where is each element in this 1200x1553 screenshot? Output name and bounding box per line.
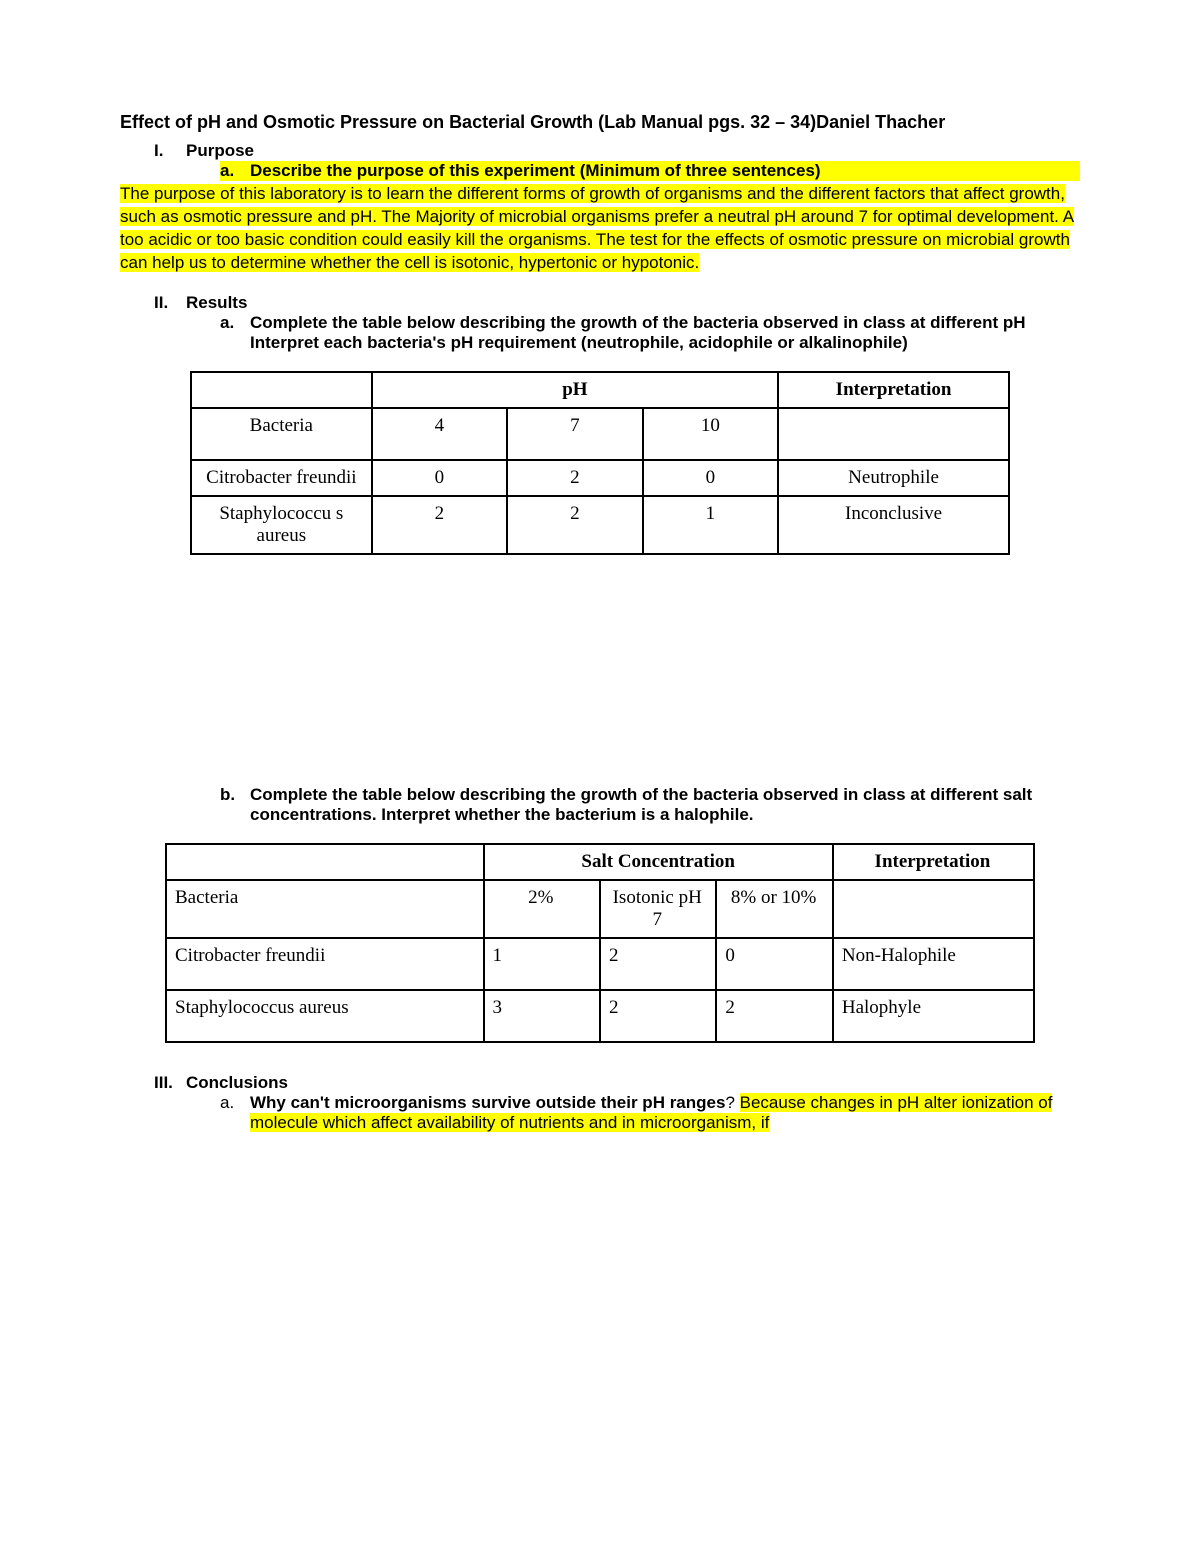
t1-r1-v1: 2 bbox=[507, 460, 642, 496]
t1-r1-name: Citrobacter freundii bbox=[191, 460, 372, 496]
roman-2: II. bbox=[120, 293, 186, 313]
t1-int-blank bbox=[778, 408, 1009, 460]
roman-3: III. bbox=[120, 1073, 186, 1093]
results-a-line2: Interpret each bacteria's pH requirement… bbox=[250, 333, 908, 352]
conclusions-a-question: Why can't microorganisms survive outside… bbox=[250, 1093, 725, 1112]
purpose-body-text: The purpose of this laboratory is to lea… bbox=[120, 184, 1074, 272]
section-results: II. Results bbox=[120, 293, 1080, 313]
t1-r2-name: Staphylococcu s aureus bbox=[191, 496, 372, 554]
results-item-a: a. Complete the table below describing t… bbox=[120, 313, 1080, 353]
t1-int-header: Interpretation bbox=[778, 372, 1009, 408]
t2-sc-1: Isotonic pH 7 bbox=[600, 880, 716, 938]
t1-r2-v1: 2 bbox=[507, 496, 642, 554]
purpose-body: The purpose of this laboratory is to lea… bbox=[120, 183, 1080, 275]
t2-sc-2: 8% or 10% bbox=[716, 880, 832, 938]
t2-bacteria-label: Bacteria bbox=[166, 880, 484, 938]
t2-r2-int: Halophyle bbox=[833, 990, 1034, 1042]
heading-results: Results bbox=[186, 293, 247, 313]
salt-table: Salt Concentration Interpretation Bacter… bbox=[165, 843, 1035, 1043]
t1-r1-v2: 0 bbox=[643, 460, 778, 496]
t1-bacteria-label: Bacteria bbox=[191, 408, 372, 460]
conclusions-a-body: Why can't microorganisms survive outside… bbox=[250, 1093, 1080, 1133]
results-a-line1: Complete the table below describing the … bbox=[250, 313, 1026, 332]
ph-table: pH Interpretation Bacteria 4 7 10 Citrob… bbox=[190, 371, 1010, 555]
t1-r2-int: Inconclusive bbox=[778, 496, 1009, 554]
t2-r1-name: Citrobacter freundii bbox=[166, 938, 484, 990]
t2-r1-v1: 2 bbox=[600, 938, 716, 990]
document-title: Effect of pH and Osmotic Pressure on Bac… bbox=[120, 110, 1080, 135]
t2-int-blank bbox=[833, 880, 1034, 938]
t1-ph-7: 7 bbox=[507, 408, 642, 460]
roman-1: I. bbox=[120, 141, 186, 161]
t2-blank bbox=[166, 844, 484, 880]
results-item-b: b. Complete the table below describing t… bbox=[120, 785, 1080, 825]
section-purpose: I. Purpose bbox=[120, 141, 1080, 161]
t1-r2-v2: 1 bbox=[643, 496, 778, 554]
t2-sc-0: 2% bbox=[484, 880, 600, 938]
t2-r1-int: Non-Halophile bbox=[833, 938, 1034, 990]
conclusions-item-a: a. Why can't microorganisms survive outs… bbox=[120, 1093, 1080, 1133]
t2-sc-header: Salt Concentration bbox=[484, 844, 833, 880]
letter-a2: a. bbox=[220, 313, 250, 353]
t1-ph-10: 10 bbox=[643, 408, 778, 460]
t2-r2-v0: 3 bbox=[484, 990, 600, 1042]
purpose-item-a: a. Describe the purpose of this experime… bbox=[120, 161, 1080, 181]
t2-r2-name: Staphylococcus aureus bbox=[166, 990, 484, 1042]
results-b-text: Complete the table below describing the … bbox=[250, 785, 1080, 825]
results-a-text: Complete the table below describing the … bbox=[250, 313, 1080, 353]
section-conclusions: III. Conclusions bbox=[120, 1073, 1080, 1093]
heading-conclusions: Conclusions bbox=[186, 1073, 288, 1093]
t1-blank bbox=[191, 372, 372, 408]
letter-a3: a. bbox=[220, 1093, 250, 1133]
document-page: Effect of pH and Osmotic Pressure on Bac… bbox=[0, 0, 1200, 1193]
t1-ph-4: 4 bbox=[372, 408, 507, 460]
heading-purpose: Purpose bbox=[186, 141, 254, 161]
t1-ph-header: pH bbox=[372, 372, 778, 408]
letter-a: a. bbox=[220, 161, 250, 181]
letter-b: b. bbox=[220, 785, 250, 825]
t1-r1-int: Neutrophile bbox=[778, 460, 1009, 496]
t2-r2-v2: 2 bbox=[716, 990, 832, 1042]
purpose-a-text: Describe the purpose of this experiment … bbox=[250, 161, 1080, 181]
t2-int-header: Interpretation bbox=[833, 844, 1034, 880]
t1-r2-v0: 2 bbox=[372, 496, 507, 554]
t1-r1-v0: 0 bbox=[372, 460, 507, 496]
t2-r2-v1: 2 bbox=[600, 990, 716, 1042]
t2-r1-v0: 1 bbox=[484, 938, 600, 990]
t2-r1-v2: 0 bbox=[716, 938, 832, 990]
